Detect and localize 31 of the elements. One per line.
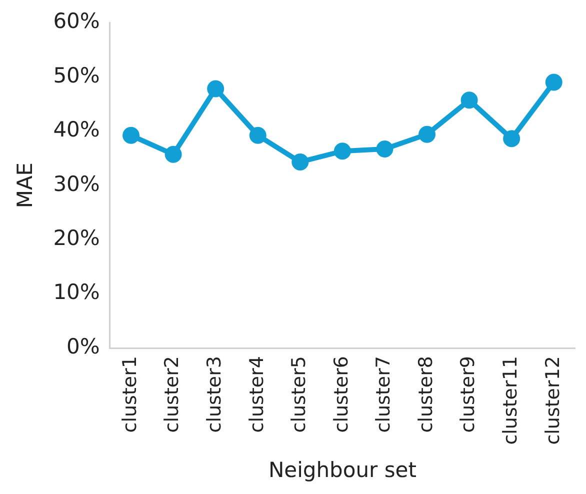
x-tick-label: cluster5	[288, 356, 310, 433]
x-tick-label: cluster6	[330, 356, 352, 433]
y-tick-label: 20%	[53, 226, 100, 250]
point	[164, 146, 182, 163]
point	[545, 74, 562, 91]
point	[334, 142, 351, 160]
x-tick-label: cluster7	[372, 356, 395, 433]
x-tick-label: cluster4	[246, 356, 268, 433]
x-axis-title: Neighbour set	[268, 458, 416, 482]
y-tick-label: 50%	[53, 63, 100, 88]
x-tick-label: cluster8	[414, 356, 437, 433]
y-tick-label: 40%	[53, 118, 100, 142]
y-tick-label: 30%	[53, 172, 100, 196]
x-tick-label: cluster11	[500, 356, 522, 445]
point	[122, 126, 140, 144]
x-tick-label: cluster3	[204, 356, 226, 433]
x-tick-label: cluster12	[542, 356, 564, 445]
point	[460, 92, 478, 109]
y-tick-label: 10%	[53, 280, 100, 304]
point	[207, 80, 224, 98]
point	[249, 126, 266, 144]
point	[292, 153, 309, 170]
point	[376, 140, 394, 158]
x-tick-label: cluster1	[118, 356, 141, 433]
x-tick-label: cluster2	[161, 356, 184, 433]
x-tick-label: cluster9	[457, 356, 480, 433]
y-tick-label: 0%	[66, 334, 100, 358]
point	[503, 130, 520, 148]
point	[418, 126, 436, 143]
y-axis-title: MAE	[13, 162, 38, 208]
y-tick-label: 60%	[53, 9, 100, 34]
